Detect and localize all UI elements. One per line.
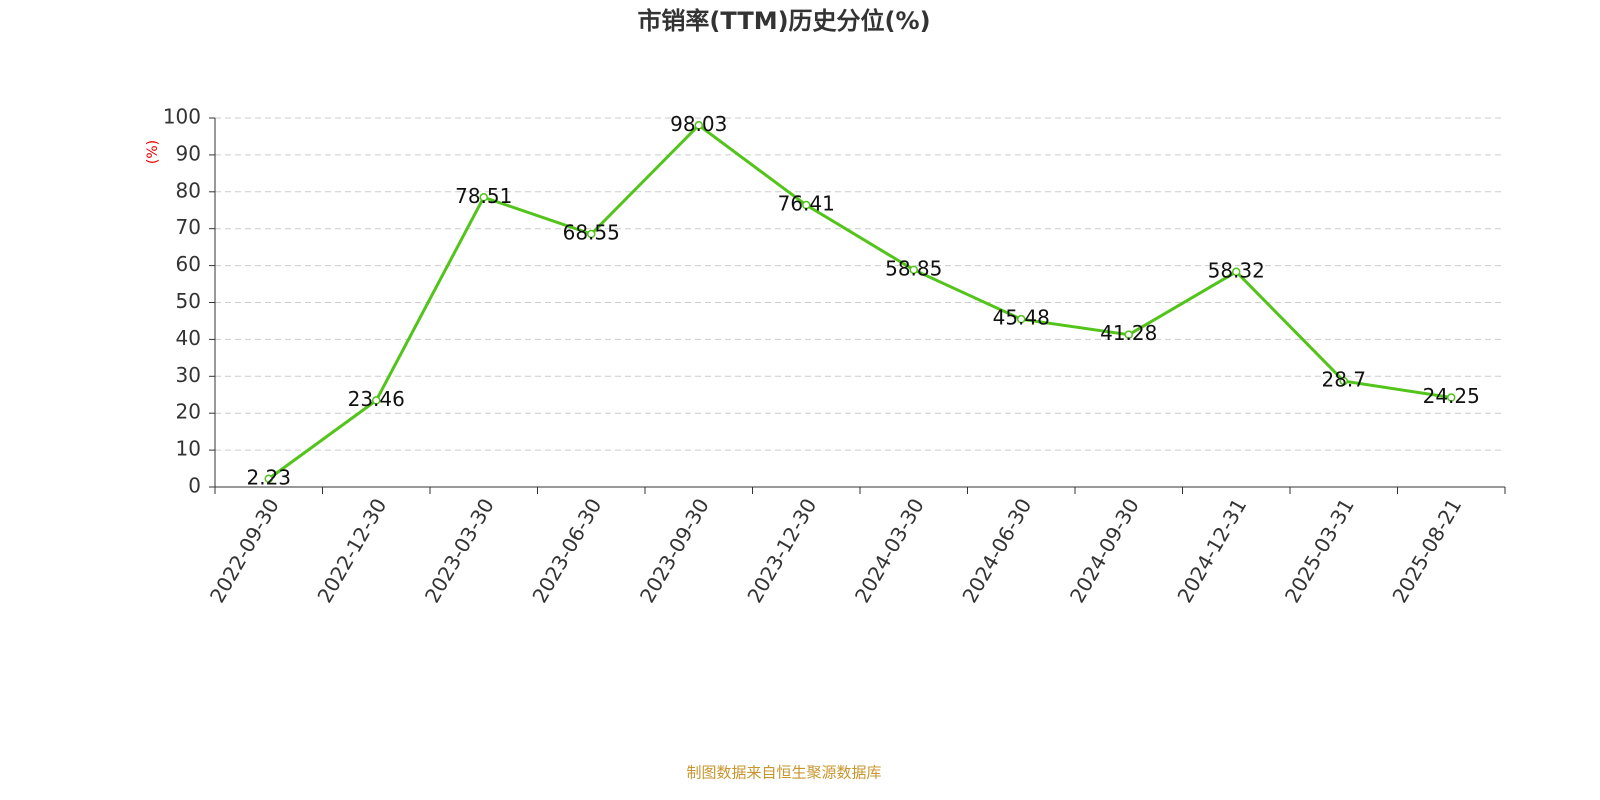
data-label: 45.48: [993, 306, 1050, 330]
y-tick-label: 100: [163, 105, 201, 129]
x-tick-label: 2024-09-30: [1065, 494, 1144, 607]
data-point: [479, 193, 488, 202]
data-point: [1017, 314, 1026, 324]
data-label: 28.7: [1321, 368, 1366, 392]
y-tick-label: 40: [176, 326, 201, 350]
y-tick-label: 90: [176, 141, 201, 165]
data-point: [802, 200, 811, 210]
data-point: [1447, 393, 1456, 402]
data-point: [264, 474, 273, 484]
y-tick-label: 60: [176, 252, 201, 276]
data-label: 58.32: [1208, 258, 1265, 282]
y-tick-label: 80: [176, 178, 201, 202]
data-label: 58.85: [885, 256, 942, 280]
chart-title: 市销率(TTM)历史分位(%): [637, 7, 930, 35]
source-note: 制图数据来自恒生聚源数据库: [686, 764, 881, 782]
x-tick-label: 2023-12-30: [742, 494, 821, 607]
y-axis-label: (%): [145, 140, 161, 164]
data-label: 98.03: [670, 112, 727, 136]
y-tick-label: 50: [176, 289, 201, 313]
x-tick-label: 2024-06-30: [957, 494, 1036, 607]
y-tick-label: 20: [176, 400, 201, 424]
data-point: [1232, 267, 1241, 277]
data-point: [372, 396, 381, 405]
y-tick-label: 0: [188, 474, 201, 498]
y-tick-label: 70: [176, 215, 201, 239]
x-tick-label: 2022-09-30: [205, 494, 284, 607]
data-point: [1124, 330, 1133, 339]
x-tick-label: 2024-12-31: [1172, 494, 1251, 607]
y-tick-label: 30: [176, 363, 201, 387]
x-tick-label: 2023-06-30: [527, 494, 606, 607]
data-point: [694, 121, 703, 130]
x-tick-label: 2025-03-31: [1280, 494, 1359, 607]
data-label: 76.41: [778, 192, 835, 216]
x-tick-label: 2023-03-30: [420, 494, 499, 607]
data-point: [1339, 376, 1348, 386]
data-point: [909, 265, 918, 275]
data-label: 41.28: [1100, 321, 1157, 345]
data-point: [587, 229, 596, 239]
data-label: 23.46: [348, 387, 405, 411]
data-label: 78.51: [455, 184, 512, 208]
series-line: [267, 123, 1452, 480]
x-tick-label: 2023-09-30: [635, 494, 714, 607]
y-tick-label: 10: [176, 437, 201, 461]
data-label: 24.25: [1423, 384, 1480, 408]
x-tick-label: 2022-12-30: [312, 494, 391, 607]
x-tick-label: 2024-03-30: [850, 494, 929, 607]
data-label: 68.55: [563, 221, 620, 245]
data-label: 2.23: [246, 465, 291, 489]
x-tick-label: 2025-08-21: [1387, 494, 1466, 607]
